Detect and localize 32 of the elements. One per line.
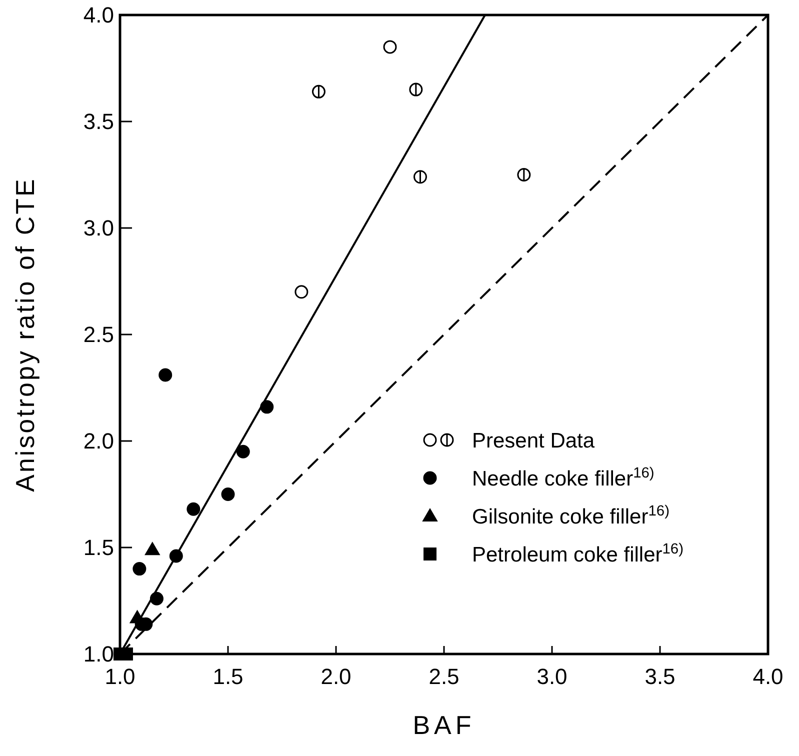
x-tick-label: 2.0 xyxy=(320,664,352,689)
y-tick-label: 2.5 xyxy=(83,322,114,348)
x-tick-label: 3.5 xyxy=(644,664,676,689)
legend-label: Needle coke filler$^{16)}$ xyxy=(472,465,654,490)
point xyxy=(312,84,326,98)
x-tick-label: 2.5 xyxy=(428,664,460,689)
x-tick-label: 3.0 xyxy=(536,664,568,689)
legend-label: Present Data xyxy=(472,429,595,452)
point xyxy=(413,170,427,184)
x-tick-label: 4.0 xyxy=(752,664,784,689)
legend-label: Petroleum coke filler$^{16)}$ xyxy=(472,541,684,566)
point xyxy=(383,40,397,54)
y-tick-label: 4.0 xyxy=(83,2,114,28)
point xyxy=(294,285,308,299)
point xyxy=(186,502,200,516)
y-tick-label: 1.5 xyxy=(83,535,114,560)
point xyxy=(144,542,160,556)
point xyxy=(132,562,146,576)
x-tick-label: 1.5 xyxy=(212,664,244,689)
legend-label: Gilsonite coke filler$^{16)}$ xyxy=(472,503,670,528)
point xyxy=(517,168,531,182)
point xyxy=(236,444,250,458)
x-tick-label: 1.0 xyxy=(104,664,136,689)
y-tick-label: 2.0 xyxy=(83,428,114,454)
y-tick-label: 3.0 xyxy=(83,216,114,241)
point xyxy=(221,488,235,501)
point xyxy=(158,368,172,382)
point xyxy=(409,82,423,96)
y-axis-title: Anisotropy ratio of CTE xyxy=(10,177,40,492)
x-axis-title: BAF xyxy=(412,710,476,740)
y-tick-label: 3.5 xyxy=(83,109,114,134)
y-tick-label: 1.0 xyxy=(83,642,114,667)
